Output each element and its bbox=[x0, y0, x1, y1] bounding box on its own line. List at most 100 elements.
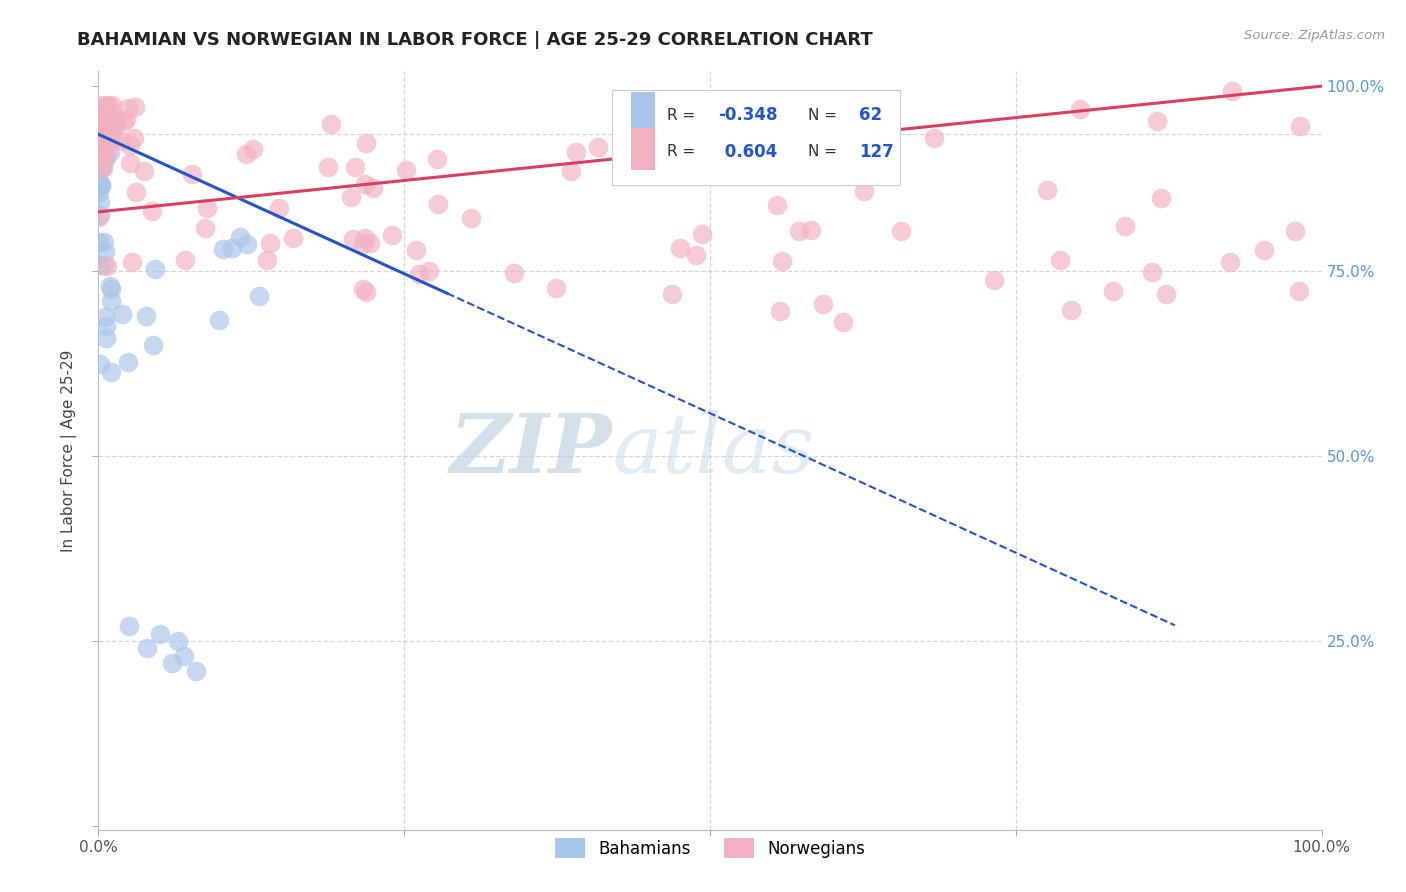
Point bbox=[94, 135, 117, 149]
Point bbox=[122, 131, 145, 145]
Point bbox=[1218, 255, 1240, 269]
Point bbox=[87, 140, 110, 154]
Point bbox=[354, 231, 377, 245]
Text: -0.348: -0.348 bbox=[718, 106, 778, 124]
Point bbox=[93, 152, 115, 166]
Point bbox=[100, 106, 122, 120]
Text: R =: R = bbox=[668, 145, 700, 160]
Point bbox=[105, 114, 128, 128]
FancyBboxPatch shape bbox=[630, 128, 655, 170]
Point bbox=[94, 132, 117, 146]
Point bbox=[89, 136, 111, 150]
Point bbox=[93, 258, 115, 272]
Point bbox=[221, 242, 243, 256]
Point bbox=[242, 142, 264, 156]
Point bbox=[544, 281, 567, 295]
Point bbox=[91, 112, 114, 126]
Point bbox=[208, 313, 231, 327]
Point bbox=[91, 155, 114, 169]
Point bbox=[87, 126, 110, 140]
Point bbox=[787, 223, 810, 237]
Point bbox=[87, 163, 110, 178]
Point bbox=[356, 285, 378, 299]
Point bbox=[87, 127, 110, 141]
Point bbox=[100, 365, 122, 379]
Point bbox=[87, 186, 110, 200]
Point bbox=[94, 244, 117, 259]
Point bbox=[93, 100, 115, 114]
Point bbox=[112, 114, 135, 128]
Point bbox=[91, 128, 114, 143]
Point bbox=[661, 287, 683, 301]
Point bbox=[94, 114, 117, 128]
Point bbox=[359, 236, 381, 251]
Point bbox=[381, 228, 404, 243]
Point bbox=[173, 648, 195, 663]
Point bbox=[832, 315, 855, 329]
Point bbox=[90, 128, 112, 142]
Point bbox=[87, 135, 110, 149]
Point bbox=[110, 134, 132, 148]
Point bbox=[87, 119, 110, 133]
Point bbox=[1069, 102, 1091, 116]
Point bbox=[560, 164, 582, 178]
Point bbox=[87, 124, 110, 138]
Point bbox=[1146, 114, 1168, 128]
Text: R =: R = bbox=[668, 108, 700, 123]
Point bbox=[256, 253, 278, 268]
Point bbox=[100, 293, 122, 308]
Point bbox=[316, 161, 339, 175]
Point bbox=[167, 634, 190, 648]
Point bbox=[97, 117, 120, 131]
Point bbox=[249, 289, 271, 303]
Point bbox=[342, 232, 364, 246]
Point bbox=[141, 204, 163, 219]
Point bbox=[890, 224, 912, 238]
Point bbox=[118, 619, 141, 633]
Point bbox=[93, 235, 115, 250]
Point bbox=[94, 331, 117, 345]
Point bbox=[1150, 191, 1173, 205]
Point bbox=[564, 145, 586, 159]
Point bbox=[104, 117, 127, 131]
Point bbox=[236, 236, 259, 251]
Point bbox=[91, 161, 114, 176]
Point bbox=[89, 235, 111, 249]
Point bbox=[87, 112, 110, 127]
Point bbox=[352, 237, 374, 252]
Point bbox=[90, 161, 112, 176]
Point bbox=[97, 142, 120, 156]
Point bbox=[89, 137, 111, 152]
Point bbox=[1154, 287, 1177, 301]
Point bbox=[101, 118, 124, 132]
Point bbox=[117, 101, 139, 115]
Point bbox=[93, 146, 115, 161]
Point bbox=[418, 264, 440, 278]
Point bbox=[90, 104, 112, 119]
Point bbox=[94, 151, 117, 165]
Point bbox=[90, 98, 112, 112]
Point bbox=[614, 141, 637, 155]
Point bbox=[149, 626, 172, 640]
Point bbox=[354, 178, 377, 192]
Point bbox=[89, 258, 111, 272]
Point bbox=[89, 208, 111, 222]
Point bbox=[669, 242, 692, 256]
Point bbox=[100, 283, 122, 297]
Point bbox=[1284, 224, 1306, 238]
Point bbox=[211, 242, 233, 256]
Legend: Bahamians, Norwegians: Bahamians, Norwegians bbox=[547, 830, 873, 867]
Point bbox=[117, 355, 139, 369]
Text: 127: 127 bbox=[859, 143, 894, 161]
Point bbox=[800, 223, 823, 237]
Point bbox=[93, 125, 115, 139]
Point bbox=[89, 130, 111, 145]
Text: atlas: atlas bbox=[612, 410, 814, 491]
Point bbox=[267, 201, 290, 215]
Point bbox=[90, 113, 112, 128]
Point bbox=[703, 166, 725, 180]
Point bbox=[115, 112, 138, 127]
Point bbox=[91, 151, 114, 165]
Point bbox=[87, 126, 110, 140]
Text: 62: 62 bbox=[859, 106, 883, 124]
